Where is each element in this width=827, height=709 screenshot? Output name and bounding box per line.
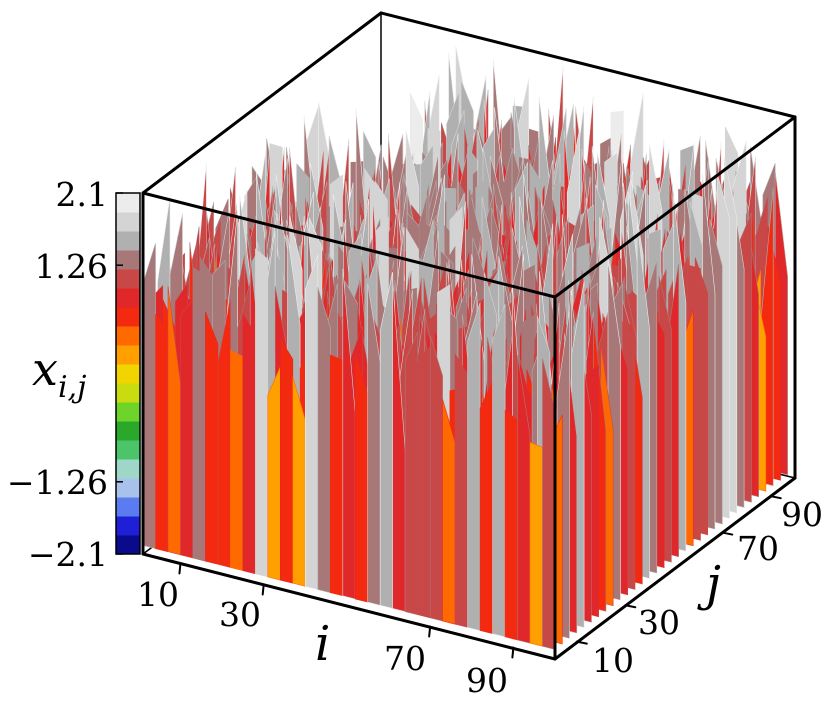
colorbar-segment: [116, 269, 140, 289]
colorbar-segment: [116, 478, 140, 498]
x-tick-label: 70: [384, 639, 426, 678]
colorbar-segment: [116, 326, 140, 346]
x-tick-label: 10: [137, 575, 179, 614]
y-tick-label: 90: [781, 495, 823, 534]
colorbar-tick-high: 1.26: [35, 247, 108, 286]
y-tick: [575, 640, 588, 645]
surface-strip: [255, 248, 269, 578]
surface-strip: [267, 366, 281, 581]
y-axis-label: j: [697, 556, 721, 612]
surface-strip: [155, 313, 169, 553]
colorbar-segment: [116, 307, 140, 327]
colorbar-segment: [116, 345, 140, 365]
colorbar-tick-max: 2.1: [56, 175, 108, 214]
x-tick: [261, 583, 265, 596]
colorbar: [115, 192, 141, 555]
colorbar-segment: [116, 364, 140, 384]
surface-strip: [454, 353, 468, 628]
colorbar-segment: [116, 440, 140, 460]
surface-strip: [429, 335, 443, 622]
y-tick: [769, 495, 782, 500]
colorbar-label-subscript: i,j: [58, 370, 86, 405]
x-axis-label: i: [315, 616, 330, 672]
surface: [142, 45, 788, 650]
colorbar-segment: [116, 288, 140, 308]
surface-strip: [354, 351, 368, 603]
x-tick: [511, 646, 515, 659]
surface-strip: [379, 271, 393, 609]
surface-strip: [192, 266, 206, 562]
x-tick: [178, 562, 182, 575]
surface-strip: [479, 381, 493, 634]
x-tick-label: 90: [466, 661, 508, 700]
surface-strip: [542, 358, 556, 650]
surface-strip: [280, 337, 294, 584]
colorbar-segment: [116, 250, 140, 270]
surface-strip: [492, 304, 506, 638]
y-tick-label: 10: [592, 641, 634, 680]
colorbar-segment: [116, 421, 140, 441]
colorbar-segment: [116, 231, 140, 251]
front-frame: [141, 115, 797, 661]
y-tick-label: 70: [737, 529, 779, 568]
colorbar-label: xi,j: [32, 342, 86, 405]
box-edge: [141, 552, 557, 661]
x-tick: [428, 625, 432, 638]
surface-strip: [230, 349, 244, 571]
colorbar-segment: [116, 497, 140, 517]
box-edge: [141, 191, 557, 299]
surface-strip: [317, 287, 331, 594]
box-edge: [141, 11, 383, 195]
box-edge: [553, 115, 797, 299]
colorbar-segment: [116, 535, 140, 555]
surface-strip: [180, 299, 194, 559]
surface-strip: [529, 441, 543, 647]
surface-strip: [142, 243, 156, 549]
colorbar-segment: [116, 193, 140, 213]
y-tick: [624, 604, 637, 609]
x-tick-label: 30: [219, 595, 261, 634]
box-edge: [379, 11, 797, 119]
surface-strip: [242, 313, 256, 575]
colorbar-tick-min: −2.1: [28, 535, 108, 574]
colorbar-segment: [116, 516, 140, 536]
y-tick-label: 30: [638, 603, 680, 642]
colorbar-segment: [116, 459, 140, 479]
surface-strip: [417, 345, 431, 619]
box-edge: [553, 476, 797, 661]
surface-strip: [404, 331, 418, 616]
surface-strip: [504, 409, 518, 641]
surface-strip: [467, 302, 481, 631]
colorbar-segment: [116, 212, 140, 232]
surface-strip: [205, 311, 219, 565]
surface-strip: [305, 254, 319, 590]
colorbar-segment: [116, 402, 140, 422]
colorbar-segment: [116, 383, 140, 403]
y-tick: [721, 531, 734, 536]
colorbar-border: [115, 192, 141, 555]
surface-strip: [330, 354, 344, 597]
colorbar-tick-low: −1.26: [7, 463, 108, 502]
